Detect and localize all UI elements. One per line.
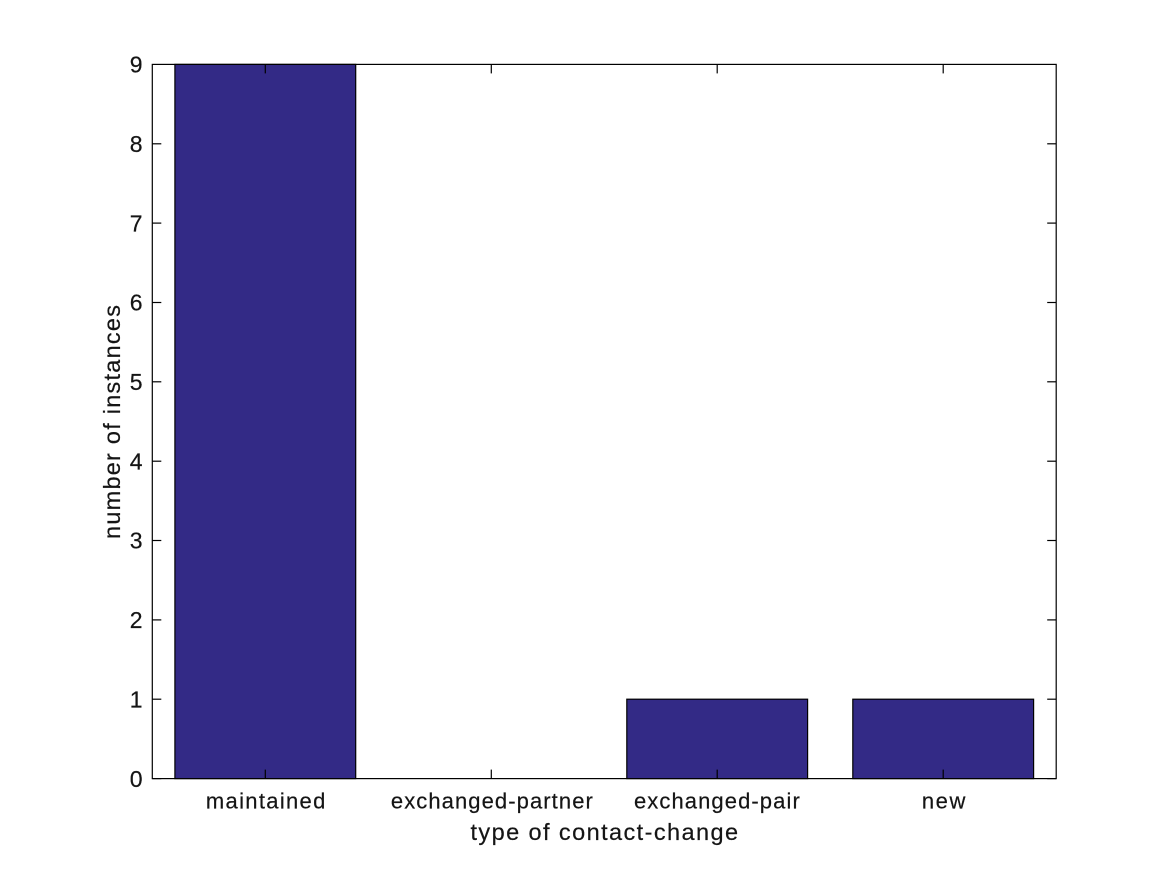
svg-text:1: 1 (130, 686, 143, 712)
svg-text:maintained: maintained (206, 788, 327, 813)
svg-text:0: 0 (130, 766, 143, 792)
svg-text:8: 8 (130, 131, 143, 157)
svg-text:7: 7 (130, 210, 143, 236)
svg-text:4: 4 (130, 448, 143, 474)
svg-text:5: 5 (130, 369, 143, 395)
svg-text:new: new (922, 788, 967, 813)
svg-text:number of instances: number of instances (99, 304, 125, 539)
svg-text:exchanged-partner: exchanged-partner (391, 788, 594, 813)
svg-text:6: 6 (130, 290, 143, 316)
svg-text:type of contact-change: type of contact-change (470, 819, 739, 845)
svg-text:3: 3 (130, 528, 143, 554)
svg-text:exchanged-pair: exchanged-pair (634, 788, 801, 813)
svg-text:9: 9 (130, 52, 143, 78)
svg-text:2: 2 (130, 607, 143, 633)
